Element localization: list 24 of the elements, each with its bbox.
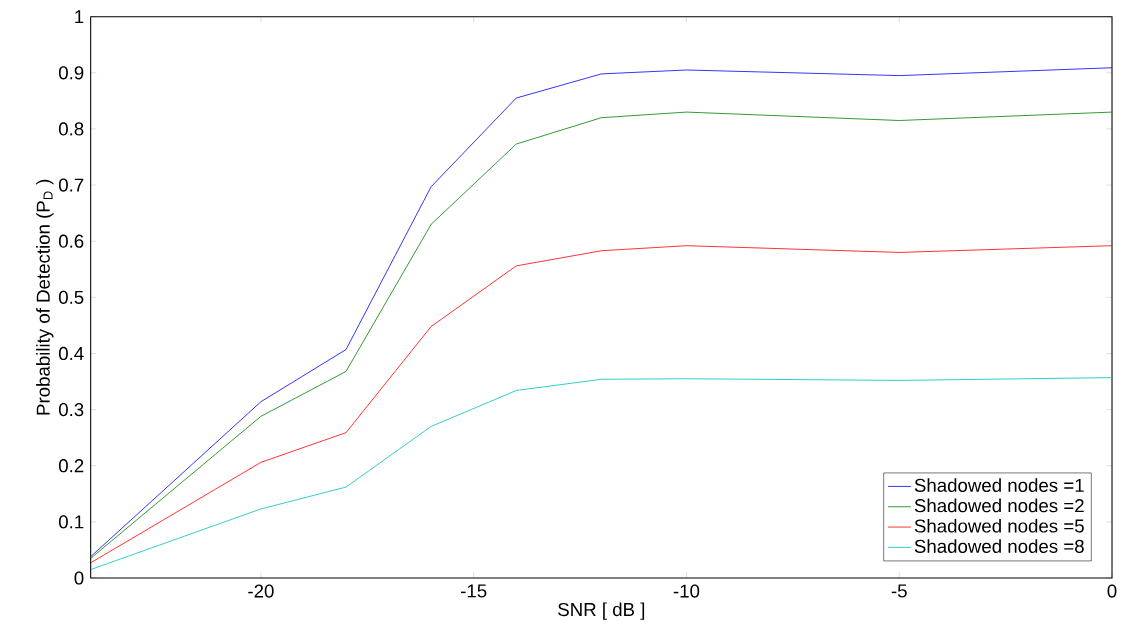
- x-tick-label: 0: [1107, 584, 1117, 598]
- y-tick-label: 0.1: [58, 515, 84, 529]
- y-tick-label: 0.6: [58, 234, 84, 248]
- y-tick-label: 0.9: [58, 66, 84, 80]
- legend-label: Shadowed nodes =5: [914, 518, 1084, 533]
- line-series: [90, 245, 1113, 564]
- legend-label: Shadowed nodes =1: [914, 478, 1084, 492]
- y-tick-label: 0.7: [58, 178, 84, 192]
- y-tick-label: 0.4: [58, 346, 84, 361]
- x-tick-label: -5: [891, 584, 907, 598]
- y-tick-label: 0.5: [58, 290, 84, 304]
- x-tick-label: -15: [461, 584, 487, 598]
- x-axis-title: SNR [ dB ]: [558, 602, 645, 620]
- y-tick-label: 1: [75, 10, 84, 24]
- y-tick-label: 0.3: [58, 402, 84, 417]
- y-tick-label: 0: [74, 571, 84, 585]
- y-tick-label: 0.8: [58, 122, 84, 136]
- y-axis-title: Probability of Detection (P$_{D}$ ): [36, 179, 54, 415]
- line-series: [90, 377, 1113, 570]
- x-tick-label: -10: [673, 584, 700, 598]
- legend-label: Shadowed nodes =8: [914, 539, 1084, 553]
- legend-label: Shadowed nodes =2: [914, 498, 1084, 513]
- y-tick-label: 0.2: [58, 459, 84, 473]
- x-tick-label: -20: [248, 584, 274, 598]
